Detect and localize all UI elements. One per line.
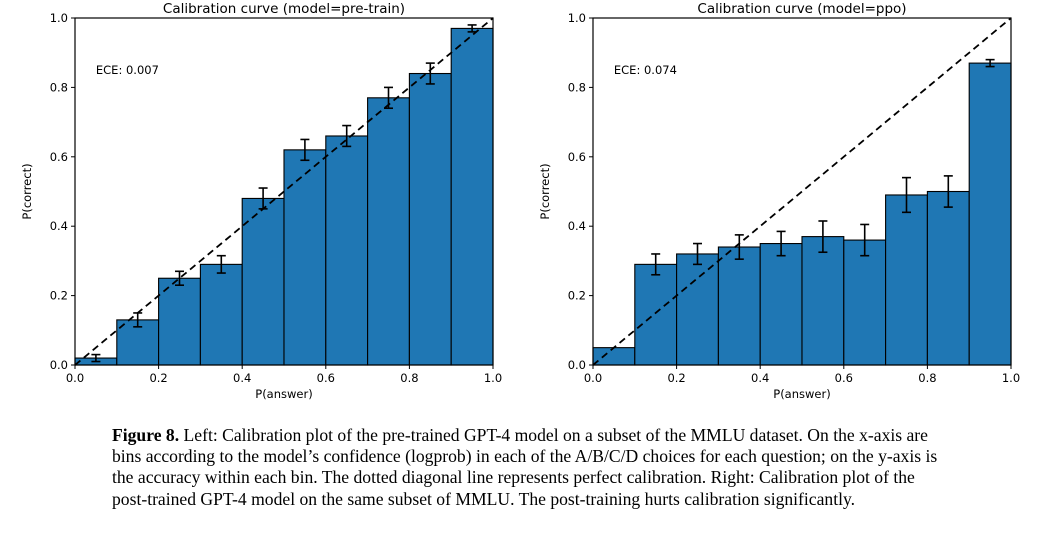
x-tick-label: 1.0	[484, 371, 502, 385]
x-tick-label: 0.8	[400, 371, 418, 385]
charts-row: 0.0 0.2 0.4 0.6 0.8 1.0 0.0 0.2 0.4 0.6 0.8 1.0 Cali…	[20, 1, 1020, 401]
ece-annotation: ECE: 0.074	[614, 63, 677, 77]
x-tick-label: 0.6	[835, 371, 853, 385]
perfect-calibration-line	[592, 17, 1012, 366]
y-tick-label: 0.8	[50, 80, 68, 94]
x-tick-label: 1.0	[1002, 371, 1020, 385]
y-tick-label: 0.2	[568, 289, 586, 303]
x-axis-label: P(answer)	[773, 387, 830, 401]
x-axis-label: P(answer)	[255, 387, 312, 401]
figure-caption: Figure 8. Left: Calibration plot of the …	[112, 425, 950, 510]
plot-border	[74, 17, 494, 366]
x-tick-label: 0.2	[149, 371, 167, 385]
y-tick-label: 0.0	[50, 358, 68, 372]
calibration-bar	[367, 97, 410, 366]
calibration-bar	[241, 197, 285, 366]
calibration-bar	[926, 190, 970, 366]
calibration-bar	[676, 253, 719, 366]
calibration-bar	[450, 27, 494, 366]
ece-annotation: ECE: 0.007	[96, 63, 159, 77]
y-tick-label: 0.2	[50, 289, 68, 303]
calibration-bar	[885, 194, 928, 366]
calibration-bar	[717, 246, 761, 366]
y-tick-label: 0.0	[568, 358, 586, 372]
perfect-calibration-line	[74, 17, 494, 366]
calibration-bar	[199, 263, 243, 366]
calibration-bar	[283, 149, 327, 366]
calibration-chart-pretrain: 0.0 0.2 0.4 0.6 0.8 1.0 0.0 0.2 0.4 0.6 0.8 1.0 Cali…	[20, 1, 502, 401]
y-tick-label: 0.4	[568, 219, 586, 233]
figure-caption-text: Left: Calibration plot of the pre-traine…	[112, 425, 938, 509]
y-tick-label: 0.6	[50, 150, 68, 164]
y-tick-label: 0.8	[568, 80, 586, 94]
x-tick-label: 0.2	[667, 371, 685, 385]
calibration-bar	[592, 347, 636, 366]
plot-border	[592, 17, 1012, 366]
figure-caption-label: Figure 8.	[112, 425, 180, 445]
y-tick-label: 0.4	[50, 219, 68, 233]
calibration-bar	[759, 243, 803, 366]
calibration-bar	[634, 263, 678, 366]
calibration-bar	[408, 72, 452, 366]
y-axis-label: P(correct)	[20, 163, 34, 219]
calibration-bar	[843, 239, 887, 366]
chart-title: Calibration curve (model=pre-train)	[163, 1, 405, 17]
calibration-bar	[325, 135, 369, 366]
chart-title: Calibration curve (model=ppo)	[697, 1, 906, 17]
x-tick-label: 0.4	[751, 371, 769, 385]
calibration-chart-ppo: 0.0 0.2 0.4 0.6 0.8 1.0 0.0 0.2 0.4 0.6 0.8 1.0 Cali…	[538, 1, 1020, 401]
x-tick-label: 0.6	[317, 371, 335, 385]
y-tick-label: 1.0	[568, 11, 586, 25]
calibration-bar	[968, 62, 1012, 366]
y-axis-label: P(correct)	[538, 163, 552, 219]
x-tick-label: 0.0	[584, 371, 602, 385]
y-tick-label: 1.0	[50, 11, 68, 25]
x-tick-label: 0.0	[66, 371, 84, 385]
x-tick-label: 0.8	[918, 371, 936, 385]
x-tick-label: 0.4	[233, 371, 251, 385]
y-tick-label: 0.6	[568, 150, 586, 164]
calibration-bar	[801, 236, 845, 366]
